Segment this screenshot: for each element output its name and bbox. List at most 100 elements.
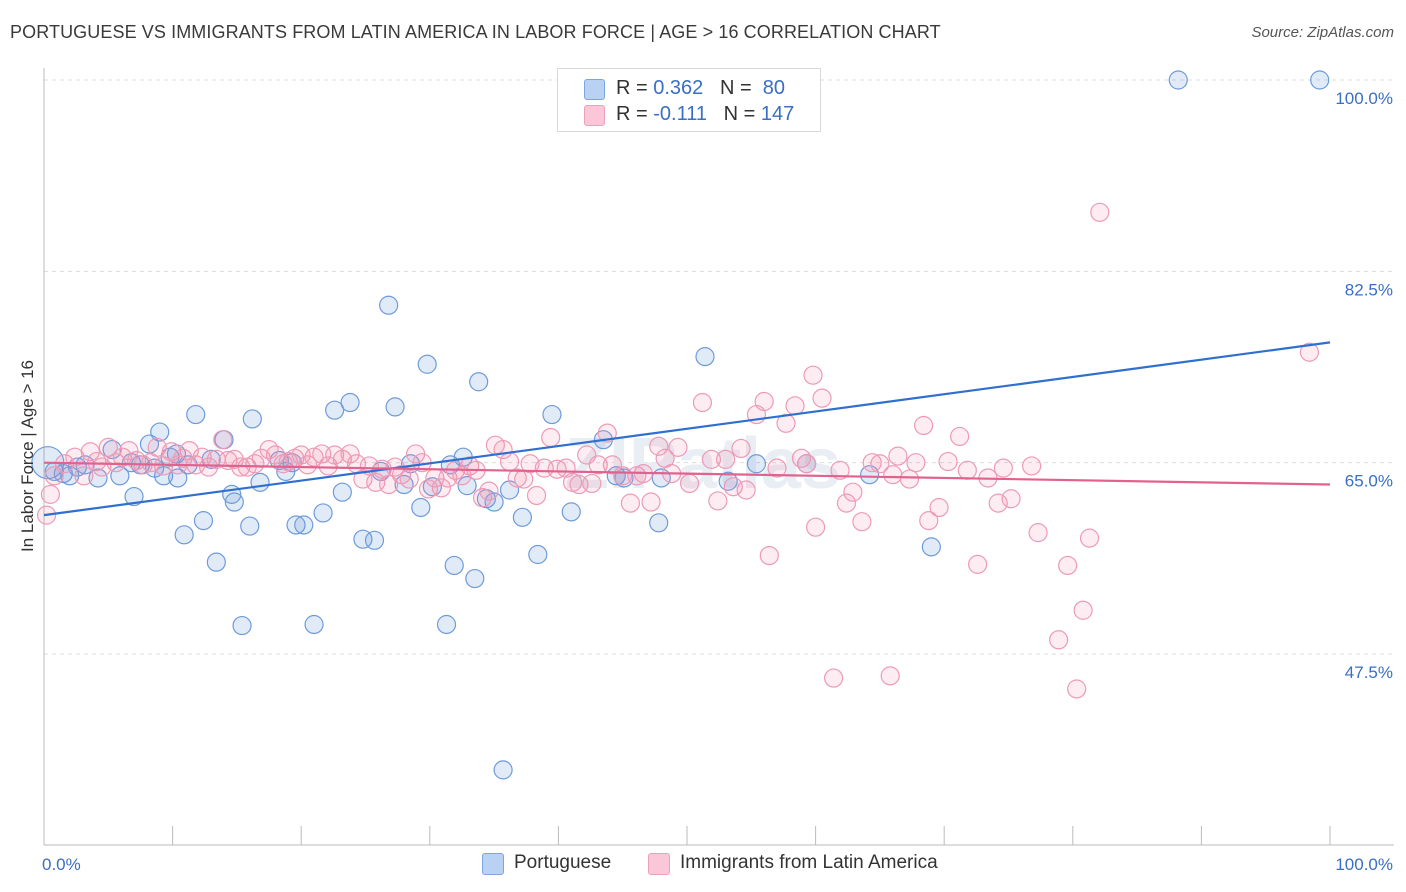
portuguese-point (232, 615, 252, 636)
latin-point (526, 485, 547, 506)
y-axis-label: In Labor Force | Age > 16 (18, 359, 37, 553)
portuguese-swatch (482, 853, 504, 875)
latin-point (938, 451, 958, 472)
portuguese-point (286, 515, 306, 535)
portuguese-point (332, 482, 352, 502)
portuguese-point (186, 404, 206, 425)
portuguese-point (718, 471, 738, 491)
portuguese-point (499, 480, 520, 500)
latin-point (993, 458, 1013, 478)
n-label: N = (723, 103, 756, 125)
latin-point (796, 454, 817, 474)
portuguese-point (168, 468, 188, 488)
portuguese-point (695, 347, 715, 367)
latin-point (1073, 600, 1093, 620)
latin-point (988, 493, 1008, 513)
latin-point (399, 469, 419, 489)
latin-point (582, 473, 602, 494)
latin-point (708, 491, 728, 511)
latin-point (880, 666, 900, 686)
portuguese-point (224, 492, 244, 512)
latin-point (588, 455, 608, 475)
portuguese-point (457, 476, 477, 496)
portuguese-point (240, 516, 260, 536)
portuguese-point (1168, 70, 1188, 90)
portuguese-point (379, 295, 399, 315)
latin-point (479, 481, 499, 501)
portuguese-point (193, 511, 214, 531)
portuguese-point (385, 397, 405, 417)
latin-point (824, 668, 844, 688)
latin-point (431, 478, 451, 498)
latin-point (870, 454, 890, 474)
portuguese-point (444, 555, 464, 576)
r-value-portuguese: 0.362 (653, 77, 704, 99)
latin-point (541, 427, 561, 448)
latin-point (785, 396, 805, 416)
latin-point (843, 482, 863, 502)
portuguese-point (153, 466, 174, 486)
latin-point (318, 456, 338, 476)
portuguese-point (465, 568, 485, 589)
portuguese-point (174, 525, 194, 545)
latin-point (649, 436, 669, 456)
y-tick-label: 65.0% (1345, 472, 1393, 491)
portuguese-point (436, 614, 457, 635)
portuguese-point (206, 552, 226, 572)
legend-label: Portuguese (514, 852, 612, 873)
portuguese-point (340, 392, 360, 413)
portuguese-point (88, 468, 108, 488)
legend-label: Immigrants from Latin America (680, 852, 938, 873)
source-label: Source: ZipAtlas.com (1251, 24, 1394, 41)
latin-point (731, 438, 751, 459)
latin-point (805, 517, 826, 537)
portuguese-point (649, 513, 669, 533)
chart-title: PORTUGUESE VS IMMIGRANTS FROM LATIN AMER… (10, 22, 941, 42)
portuguese-point (1310, 70, 1330, 90)
r-label: R = (616, 77, 648, 99)
latin-point (1299, 342, 1320, 362)
latin-point (98, 437, 118, 457)
portuguese-point (561, 502, 581, 522)
n-value-portuguese: 80 (762, 77, 786, 99)
portuguese-point (364, 530, 385, 550)
portuguese-point (124, 486, 144, 507)
portuguese-point (417, 354, 437, 374)
latin-point (1079, 528, 1100, 548)
latin-point (679, 473, 700, 494)
latin-point (883, 465, 903, 485)
latin-swatch (584, 105, 605, 126)
portuguese-point (242, 409, 262, 429)
latin-point (87, 451, 107, 472)
latin-point (1049, 630, 1069, 650)
latin-point (929, 497, 949, 518)
r-value-latin: -0.111 (653, 103, 707, 125)
latin-point (668, 437, 688, 457)
portuguese-point (528, 544, 548, 565)
latin-point (852, 512, 872, 532)
latin-point (906, 453, 926, 473)
latin-point (340, 444, 360, 464)
latin-point (754, 391, 774, 412)
portuguese-point (150, 422, 170, 442)
latin-point (836, 493, 857, 513)
latin-point (379, 474, 399, 495)
latin-point (507, 468, 527, 488)
latin-point (520, 454, 540, 474)
latin-point (1001, 489, 1021, 509)
latin-point (1022, 456, 1042, 476)
latin-point (803, 365, 823, 385)
latin-point (736, 480, 756, 500)
latin-point (715, 449, 736, 469)
latin-point (40, 484, 61, 504)
y-tick-label: 47.5% (1345, 663, 1393, 682)
portuguese-point (542, 404, 562, 425)
latin-point (1028, 523, 1048, 543)
x-tick-label: 100.0% (1335, 855, 1393, 874)
latin-point (499, 451, 520, 472)
y-tick-label: 100.0% (1335, 89, 1393, 108)
latin-point (888, 446, 908, 466)
n-value-latin: 147 (760, 103, 795, 125)
latin-point (613, 466, 633, 486)
latin-point (862, 453, 882, 473)
